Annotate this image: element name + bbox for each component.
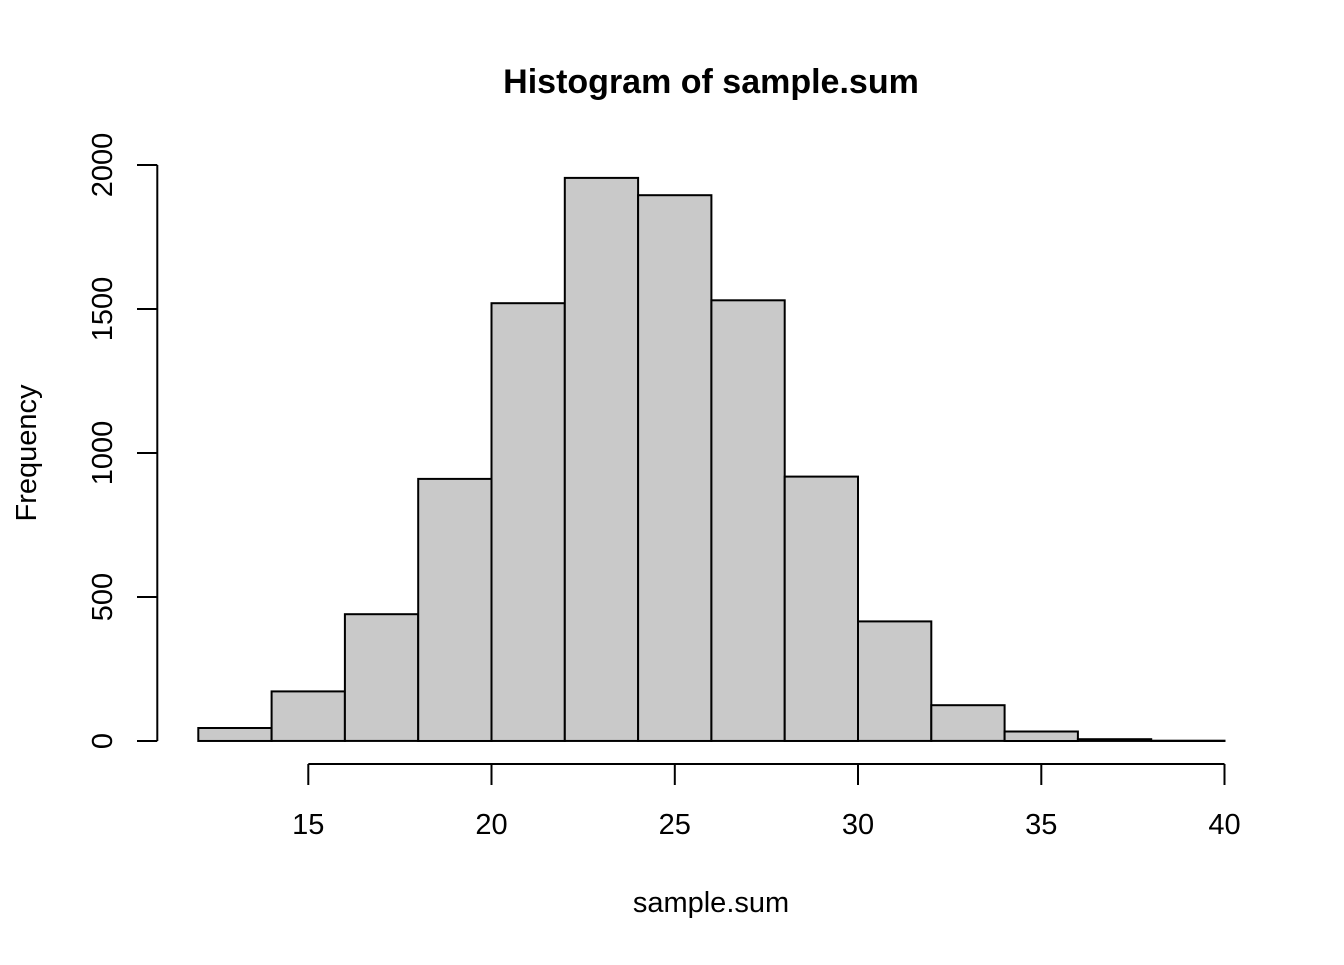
histogram-bar (418, 479, 491, 741)
histogram-bar (1005, 732, 1078, 742)
histogram-bar (492, 303, 565, 741)
x-tick-label: 35 (1025, 809, 1057, 841)
histogram-bar (785, 477, 858, 741)
histogram-bar (638, 195, 711, 741)
y-tick-label: 500 (87, 573, 119, 621)
histogram-bar (858, 621, 931, 741)
histogram-bar (198, 728, 271, 741)
x-tick-label: 15 (292, 809, 324, 841)
y-tick-label: 0 (87, 733, 119, 749)
histogram-bar (931, 705, 1004, 741)
chart-title: Histogram of sample.sum (503, 63, 919, 101)
y-tick-label: 1000 (87, 421, 119, 486)
histogram-bar (272, 691, 345, 741)
histogram-bar (711, 300, 784, 741)
y-axis: 0 500 1000 1500 2000 (87, 133, 157, 749)
x-tick-label: 25 (659, 809, 691, 841)
bars-group (198, 178, 1224, 741)
y-tick-label: 1500 (87, 277, 119, 342)
x-axis: 15 20 25 30 35 40 (292, 764, 1240, 841)
y-tick-label: 2000 (87, 133, 119, 198)
histogram-bar (1078, 739, 1151, 741)
x-tick-label: 30 (842, 809, 874, 841)
x-axis-label: sample.sum (633, 887, 789, 919)
histogram-bar (565, 178, 638, 741)
y-axis-label: Frequency (11, 384, 43, 522)
histogram-bar (345, 614, 418, 741)
x-tick-label: 20 (475, 809, 507, 841)
x-tick-label: 40 (1208, 809, 1240, 841)
